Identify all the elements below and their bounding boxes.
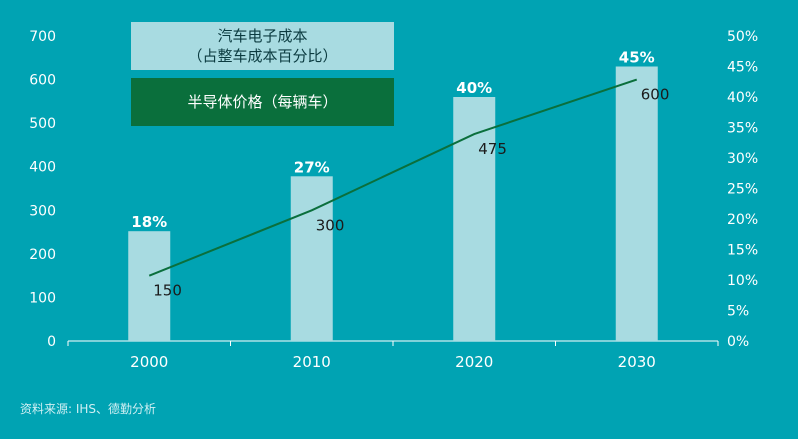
x-axis-tick-label: 2030 bbox=[618, 353, 656, 371]
left-axis-tick-label: 500 bbox=[29, 116, 56, 132]
line-data-label: 150 bbox=[153, 282, 182, 300]
bar-data-label: 40% bbox=[456, 79, 492, 97]
right-axis-tick-label: 0% bbox=[727, 334, 749, 350]
legend-bar-series: 汽车电子成本 （占整车成本百分比） bbox=[131, 22, 394, 70]
right-axis-tick-label: 40% bbox=[727, 90, 758, 106]
line-data-label: 600 bbox=[641, 86, 670, 104]
source-note: 资料来源: IHS、德勤分析 bbox=[20, 402, 157, 416]
x-axis-tick-label: 2010 bbox=[293, 353, 331, 371]
bar-data-label: 45% bbox=[619, 49, 655, 67]
left-axis-tick-label: 600 bbox=[29, 73, 56, 89]
bar-data-label: 27% bbox=[294, 158, 330, 176]
x-axis-tick-label: 2000 bbox=[130, 353, 168, 371]
right-axis-tick-label: 25% bbox=[727, 182, 758, 198]
right-axis-tick-label: 35% bbox=[727, 121, 758, 137]
x-axis-tick-label: 2020 bbox=[455, 353, 493, 371]
bar bbox=[453, 97, 496, 341]
right-axis-tick-label: 20% bbox=[727, 212, 758, 228]
right-axis-tick-label: 5% bbox=[727, 304, 749, 320]
left-axis-tick-label: 200 bbox=[29, 247, 56, 263]
left-axis-tick-label: 700 bbox=[29, 29, 56, 45]
bar bbox=[128, 231, 171, 341]
right-axis-tick-label: 30% bbox=[727, 151, 758, 167]
line-data-label: 475 bbox=[478, 140, 507, 158]
right-axis-tick-label: 15% bbox=[727, 243, 758, 259]
left-axis-tick-label: 400 bbox=[29, 160, 56, 176]
right-axis-tick-label: 45% bbox=[727, 60, 758, 76]
bar-data-label: 18% bbox=[131, 213, 167, 231]
line-data-label: 300 bbox=[316, 216, 345, 234]
bar bbox=[615, 66, 658, 341]
legend-line-series: 半导体价格（每辆车） bbox=[131, 78, 394, 126]
legend-bar-label-line2: （占整车成本百分比） bbox=[187, 47, 338, 65]
right-axis-tick-label: 50% bbox=[727, 29, 758, 45]
left-axis-tick-label: 0 bbox=[47, 334, 56, 350]
left-axis-tick-label: 300 bbox=[29, 203, 56, 219]
legend-line-label: 半导体价格（每辆车） bbox=[187, 93, 338, 111]
bar bbox=[290, 176, 333, 341]
left-axis-tick-label: 100 bbox=[29, 290, 56, 306]
right-axis-tick-label: 10% bbox=[727, 273, 758, 289]
legend-bar-label-line1: 汽车电子成本 bbox=[217, 27, 308, 45]
line-series bbox=[148, 78, 638, 277]
